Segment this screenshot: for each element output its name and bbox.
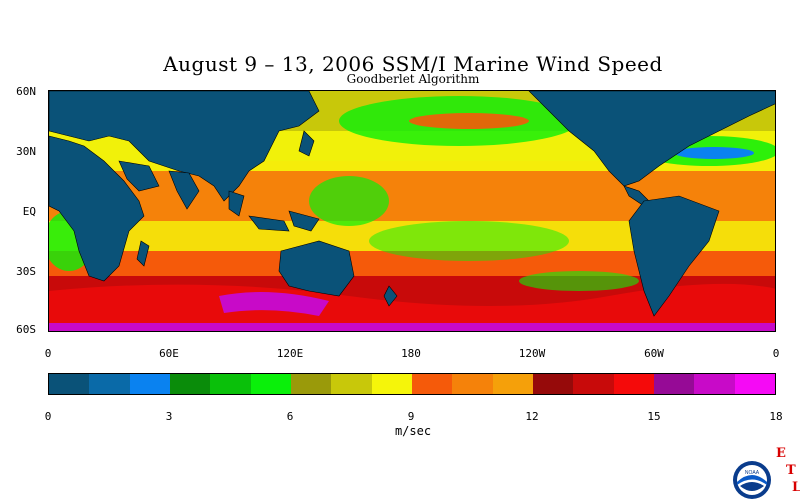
colorbar-tick-3: 3 [165, 410, 173, 423]
lat-label-30s: 30S [16, 265, 36, 278]
wind-speed-field [49, 91, 775, 331]
colorbar-tick-9: 9 [407, 410, 415, 423]
colorbar-swatch [573, 374, 614, 394]
colorbar-tick-6: 6 [286, 410, 294, 423]
colorbar-swatch [49, 374, 90, 394]
colorbar-swatch [613, 374, 654, 394]
lon-label-120e: 120E [276, 347, 304, 360]
lat-label-60n: 60N [16, 85, 36, 98]
noaa-logo: NOAA [732, 460, 772, 500]
lon-label-0: 0 [44, 347, 52, 360]
colorbar-swatch [210, 374, 251, 394]
colorbar-tick-15: 15 [647, 410, 661, 423]
colorbar-swatch [492, 374, 533, 394]
colorbar-swatch [694, 374, 735, 394]
map-title: August 9 – 13, 2006 SSM/I Marine Wind Sp… [163, 52, 663, 76]
lon-label-0-east: 0 [772, 347, 780, 360]
colorbar-units: m/sec [394, 424, 432, 438]
etl-letter-l: L [792, 480, 800, 495]
colorbar-swatch [331, 374, 372, 394]
lat-label-30n: 30N [16, 145, 36, 158]
colorbar-tick-12: 12 [525, 410, 539, 423]
colorbar-tick-18: 18 [769, 410, 783, 423]
wind-speed-colorbar [48, 373, 776, 395]
colorbar-swatch [129, 374, 170, 394]
etl-letter-t: T [786, 463, 796, 478]
colorbar-swatch [89, 374, 130, 394]
colorbar-swatch [734, 374, 775, 394]
colorbar-swatch [290, 374, 332, 394]
lon-label-180: 180 [401, 347, 421, 360]
colorbar-swatch [169, 374, 211, 394]
colorbar-tick-0: 0 [44, 410, 52, 423]
colorbar-swatch [411, 374, 453, 394]
lon-label-60e: 60E [159, 347, 179, 360]
wind-speed-map [48, 90, 776, 332]
etl-letter-e: E [776, 446, 786, 461]
colorbar-swatch [532, 374, 574, 394]
colorbar-swatch [250, 374, 291, 394]
lat-label-eq: EQ [22, 205, 36, 218]
lat-label-60s: 60S [16, 323, 36, 336]
lon-label-60w: 60W [644, 347, 664, 360]
map-subtitle: Goodberlet Algorithm [346, 72, 480, 86]
colorbar-swatch [371, 374, 412, 394]
colorbar-swatch [653, 374, 695, 394]
colorbar-swatch [452, 374, 493, 394]
noaa-logo-text: NOAA [745, 470, 760, 476]
lon-label-120w: 120W [518, 347, 546, 360]
